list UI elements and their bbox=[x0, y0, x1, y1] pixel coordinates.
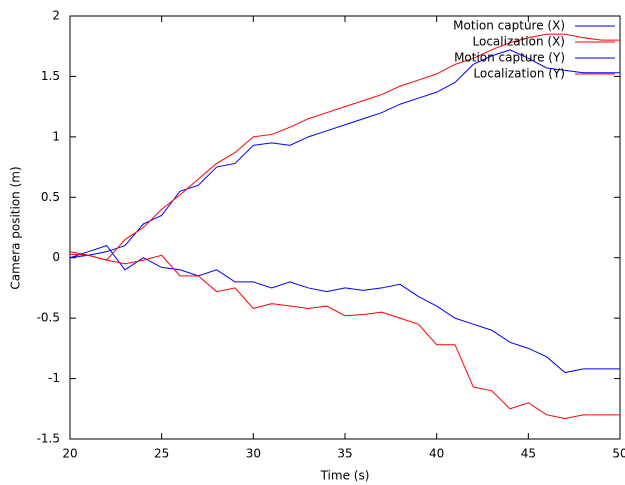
y-tick-label: 2 bbox=[52, 9, 60, 23]
y-axis-label: Camera position (m) bbox=[9, 166, 23, 289]
y-tick-label: 1.5 bbox=[41, 69, 60, 83]
x-tick-label: 20 bbox=[62, 447, 77, 461]
y-tick-label: -1 bbox=[48, 371, 60, 385]
x-tick-label: 35 bbox=[337, 447, 352, 461]
x-tick-label: 45 bbox=[521, 447, 536, 461]
x-tick-label: 25 bbox=[154, 447, 169, 461]
legend-label: Motion capture (X) bbox=[453, 19, 565, 33]
x-tick-label: 30 bbox=[246, 447, 261, 461]
data-line bbox=[69, 49, 620, 259]
x-tick-label: 40 bbox=[429, 447, 444, 461]
legend-label: Localization (Y) bbox=[473, 67, 565, 81]
y-tick-label: 0.5 bbox=[41, 190, 60, 204]
x-axis-label: Time (s) bbox=[320, 469, 370, 483]
legend-label: Motion capture (Y) bbox=[454, 51, 565, 65]
y-tick-label: 1 bbox=[52, 129, 60, 143]
legend-label: Localization (X) bbox=[473, 35, 565, 49]
x-tick-label: 50 bbox=[612, 447, 625, 461]
y-tick-label: -0.5 bbox=[37, 311, 60, 325]
y-tick-label: 0 bbox=[52, 250, 60, 264]
data-line bbox=[69, 253, 620, 419]
data-line bbox=[69, 33, 620, 261]
y-tick-label: -1.5 bbox=[37, 432, 60, 446]
data-line bbox=[69, 245, 620, 374]
